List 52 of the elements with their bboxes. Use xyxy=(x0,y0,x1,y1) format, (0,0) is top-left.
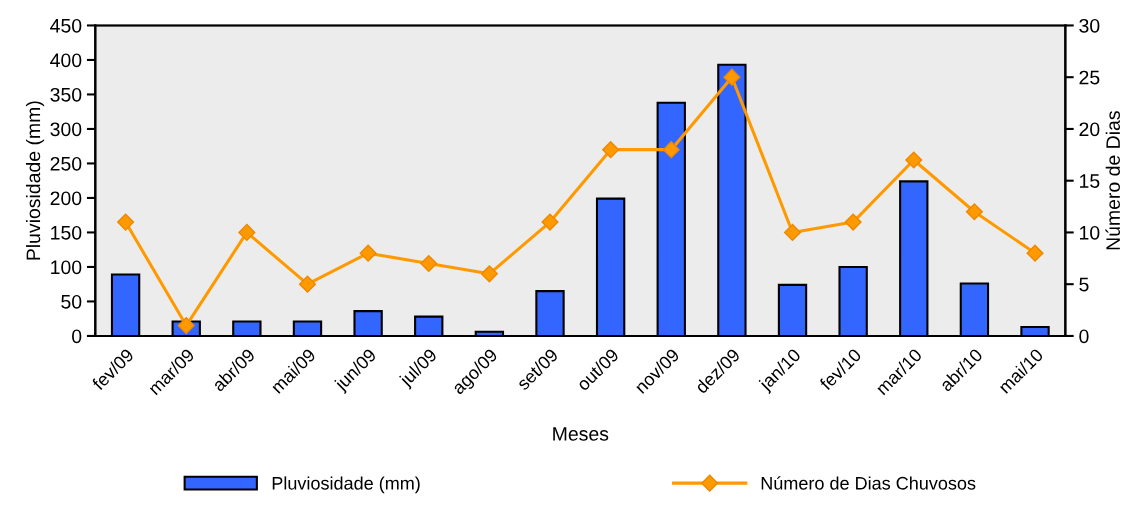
point xyxy=(965,203,983,221)
point xyxy=(844,213,862,231)
point xyxy=(1026,244,1044,262)
point xyxy=(420,254,438,273)
point xyxy=(541,213,559,231)
point xyxy=(602,141,620,159)
point xyxy=(359,244,377,262)
bar xyxy=(899,180,929,336)
bar xyxy=(292,320,323,336)
bar xyxy=(777,283,808,336)
point xyxy=(723,68,741,86)
y-tick-label: 300 xyxy=(50,122,82,137)
bar xyxy=(535,290,565,336)
y-tick-label: 150 xyxy=(51,225,82,240)
y-tick-label: 0 xyxy=(72,329,82,344)
y-axis-title: Pluviosidade (mm) xyxy=(25,101,45,260)
point xyxy=(905,151,923,169)
bar xyxy=(110,273,141,336)
point xyxy=(117,213,135,231)
y2-tick-label: 5 xyxy=(1079,277,1089,292)
point xyxy=(298,275,317,293)
bar xyxy=(656,101,686,336)
point xyxy=(480,265,498,283)
bar xyxy=(595,197,626,336)
y-tick-label: 350 xyxy=(50,87,82,102)
x-axis-title: Meses xyxy=(553,427,609,441)
y-tick-label: 250 xyxy=(50,156,82,171)
legend-label: Número de Dias Chuvosos xyxy=(761,476,976,490)
point xyxy=(238,223,256,241)
bar xyxy=(353,310,383,336)
point xyxy=(783,223,802,241)
y-tick-label: 50 xyxy=(61,294,82,309)
bar xyxy=(838,265,868,336)
y-tick-label: 200 xyxy=(50,191,82,206)
y-tick-label: 400 xyxy=(50,53,82,68)
bar xyxy=(232,320,262,336)
point xyxy=(177,317,195,335)
bar xyxy=(414,315,444,336)
y2-tick-label: 10 xyxy=(1080,225,1100,240)
y2-tick-label: 15 xyxy=(1080,174,1100,188)
bar xyxy=(1020,325,1050,336)
y2-tick-label: 0 xyxy=(1079,329,1089,344)
y2-tick-label: 25 xyxy=(1079,70,1100,85)
y-tick-label: 450 xyxy=(50,18,82,33)
y2-axis-title: Número de Dias xyxy=(1105,111,1120,250)
legend-label: Pluviosidade (mm) xyxy=(272,476,420,494)
point xyxy=(662,141,680,159)
y2-tick-label: 20 xyxy=(1079,122,1100,137)
bar xyxy=(959,282,990,336)
bar xyxy=(717,63,747,336)
y2-tick-label: 30 xyxy=(1079,18,1100,33)
y-tick-label: 100 xyxy=(51,260,82,275)
